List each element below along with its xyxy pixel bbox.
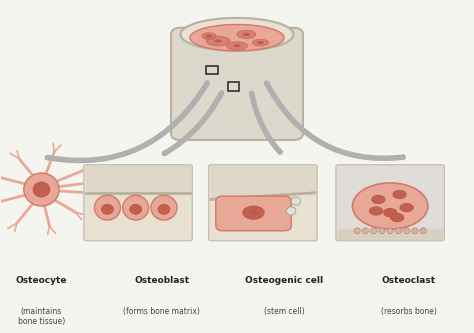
Ellipse shape	[403, 228, 410, 234]
FancyBboxPatch shape	[336, 165, 444, 241]
Ellipse shape	[158, 204, 170, 214]
FancyBboxPatch shape	[216, 196, 291, 231]
FancyBboxPatch shape	[171, 28, 303, 140]
Text: Osteocyte: Osteocyte	[16, 276, 67, 285]
Ellipse shape	[108, 207, 112, 210]
Ellipse shape	[94, 195, 120, 220]
Ellipse shape	[257, 41, 264, 44]
Ellipse shape	[379, 228, 385, 234]
FancyArrowPatch shape	[164, 93, 221, 154]
Text: (maintains
bone tissue): (maintains bone tissue)	[18, 307, 65, 326]
FancyArrowPatch shape	[252, 93, 280, 152]
Ellipse shape	[393, 190, 406, 198]
Ellipse shape	[151, 195, 177, 220]
Ellipse shape	[400, 203, 413, 212]
Ellipse shape	[164, 207, 168, 210]
FancyBboxPatch shape	[209, 165, 317, 241]
Ellipse shape	[372, 195, 385, 203]
Ellipse shape	[362, 228, 368, 234]
Ellipse shape	[201, 33, 216, 39]
Ellipse shape	[286, 207, 296, 215]
Text: Osteogenic cell: Osteogenic cell	[245, 276, 323, 285]
Ellipse shape	[243, 33, 250, 36]
Ellipse shape	[215, 39, 222, 43]
FancyArrowPatch shape	[266, 83, 403, 158]
Ellipse shape	[101, 204, 113, 214]
Ellipse shape	[130, 204, 142, 214]
Ellipse shape	[237, 30, 256, 39]
Ellipse shape	[371, 228, 377, 234]
Ellipse shape	[206, 36, 230, 46]
Ellipse shape	[412, 228, 418, 234]
Ellipse shape	[387, 228, 393, 234]
Ellipse shape	[252, 39, 269, 46]
Bar	[228, 82, 239, 91]
Ellipse shape	[420, 228, 426, 234]
Ellipse shape	[181, 18, 293, 51]
Ellipse shape	[227, 42, 247, 50]
Ellipse shape	[205, 34, 212, 38]
Text: (forms bone matrix): (forms bone matrix)	[123, 307, 200, 316]
Ellipse shape	[395, 228, 401, 234]
Text: (stem cell): (stem cell)	[264, 307, 304, 316]
Ellipse shape	[190, 25, 284, 51]
Ellipse shape	[243, 206, 264, 219]
Ellipse shape	[234, 44, 240, 47]
Text: Osteoclast: Osteoclast	[382, 276, 436, 285]
Ellipse shape	[250, 210, 257, 215]
FancyBboxPatch shape	[84, 165, 192, 241]
Ellipse shape	[354, 228, 360, 234]
Ellipse shape	[353, 183, 428, 229]
Ellipse shape	[33, 182, 50, 197]
Bar	[206, 66, 218, 74]
Ellipse shape	[291, 197, 301, 205]
Ellipse shape	[383, 208, 397, 217]
Ellipse shape	[391, 213, 404, 222]
Ellipse shape	[24, 173, 59, 206]
Text: Osteoblast: Osteoblast	[134, 276, 189, 285]
Ellipse shape	[369, 207, 383, 215]
Ellipse shape	[136, 207, 140, 210]
FancyArrowPatch shape	[47, 83, 207, 161]
Text: (resorbs bone): (resorbs bone)	[381, 307, 437, 316]
Ellipse shape	[123, 195, 149, 220]
